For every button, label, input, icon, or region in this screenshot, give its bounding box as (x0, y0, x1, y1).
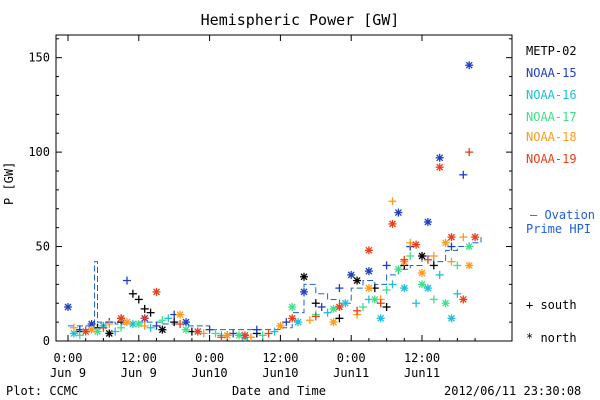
x-tick-label-time: 12:00 (121, 351, 157, 365)
point-noaa-19 (153, 288, 160, 296)
point-noaa-19 (288, 314, 296, 322)
point-metp-02 (418, 252, 426, 260)
x-tick-label-date: Jun 9 (121, 366, 157, 380)
point-noaa-19 (436, 163, 444, 171)
x-tick-label-time: 0:00 (54, 351, 83, 365)
point-noaa-16 (400, 284, 408, 292)
chart-title: Hemispheric Power [GW] (200, 11, 400, 29)
x-tick-label-date: Jun10 (262, 366, 298, 380)
point-noaa-19 (241, 331, 249, 339)
legend-ovation-line2: Prime HPI (526, 222, 592, 236)
point-noaa-17 (371, 295, 379, 303)
point-metp-02 (353, 277, 361, 285)
point-noaa-18 (465, 261, 473, 269)
legend-ovation-line1: – Ovation (530, 208, 596, 222)
point-noaa-18 (176, 311, 184, 319)
point-noaa-15 (347, 271, 355, 279)
point-noaa-17 (418, 280, 426, 288)
point-noaa-18 (442, 239, 450, 247)
point-noaa-15 (88, 320, 96, 328)
point-noaa-19 (389, 220, 396, 228)
legend-item-noaa-17: NOAA-17 (526, 110, 577, 124)
point-noaa-19 (194, 328, 202, 336)
legend-item-noaa-19: NOAA-19 (526, 152, 577, 166)
x-axis-label: Date and Time (232, 384, 326, 398)
point-noaa-16 (70, 329, 78, 337)
point-noaa-19 (365, 246, 373, 254)
point-noaa-16 (341, 299, 349, 307)
legend-south: + south (526, 298, 577, 312)
point-metp-02 (158, 326, 166, 334)
point-noaa-18 (276, 322, 284, 330)
legend-item-noaa-15: NOAA-15 (526, 66, 577, 80)
x-tick-label-time: 12:00 (404, 351, 440, 365)
point-noaa-18 (418, 269, 426, 277)
legend-item-metp-02: METP-02 (526, 44, 577, 58)
legend-north: * north (526, 331, 577, 345)
y-tick-label: 50 (36, 240, 50, 254)
x-tick-label-date: Jun11 (404, 366, 440, 380)
legend-item-noaa-16: NOAA-16 (526, 88, 577, 102)
legend-item-noaa-18: NOAA-18 (526, 130, 577, 144)
plot-credit: Plot: CCMC (6, 384, 79, 398)
point-noaa-18 (330, 318, 337, 326)
x-tick-label-date: Jun10 (192, 366, 228, 380)
plot-frame (55, 34, 513, 342)
point-noaa-19 (335, 303, 343, 311)
point-metp-02 (300, 273, 308, 281)
timestamp: 2012/06/11 23:30:08 (444, 384, 582, 398)
point-noaa-18 (365, 284, 373, 292)
point-noaa-19 (448, 233, 455, 241)
x-tick-label-time: 0:00 (337, 351, 366, 365)
point-noaa-17 (442, 299, 450, 307)
point-noaa-16 (424, 284, 432, 292)
point-noaa-17 (288, 303, 296, 311)
point-noaa-16 (129, 320, 137, 328)
point-noaa-18 (123, 318, 131, 326)
point-noaa-17 (135, 320, 143, 328)
point-noaa-17 (94, 328, 101, 336)
point-noaa-15 (465, 61, 473, 69)
point-noaa-15 (365, 267, 373, 275)
point-noaa-16 (377, 314, 385, 322)
point-noaa-15 (436, 154, 444, 162)
point-noaa-17 (465, 243, 473, 251)
y-tick-label: 150 (28, 51, 50, 65)
point-noaa-15 (424, 218, 432, 226)
point-noaa-19 (117, 314, 125, 322)
point-noaa-15 (394, 209, 402, 217)
point-noaa-19 (471, 233, 479, 241)
point-noaa-17 (182, 326, 190, 334)
ovation-line (68, 237, 482, 331)
point-noaa-19 (82, 328, 90, 336)
y-axis-label: P [GW] (2, 161, 16, 205)
x-tick-label-time: 0:00 (195, 351, 224, 365)
point-noaa-15 (64, 303, 72, 311)
point-noaa-19 (459, 295, 467, 303)
point-noaa-16 (448, 314, 455, 322)
x-tick-label-date: Jun11 (333, 366, 369, 380)
point-noaa-17 (235, 331, 243, 339)
point-noaa-16 (294, 318, 302, 326)
x-tick-label-time: 12:00 (262, 351, 298, 365)
point-noaa-17 (394, 265, 402, 273)
point-noaa-19 (412, 241, 420, 249)
y-tick-label: 100 (28, 145, 50, 159)
point-noaa-15 (300, 288, 308, 296)
y-tick-label: 0 (43, 334, 50, 348)
x-tick-label-date: Jun 9 (50, 366, 86, 380)
